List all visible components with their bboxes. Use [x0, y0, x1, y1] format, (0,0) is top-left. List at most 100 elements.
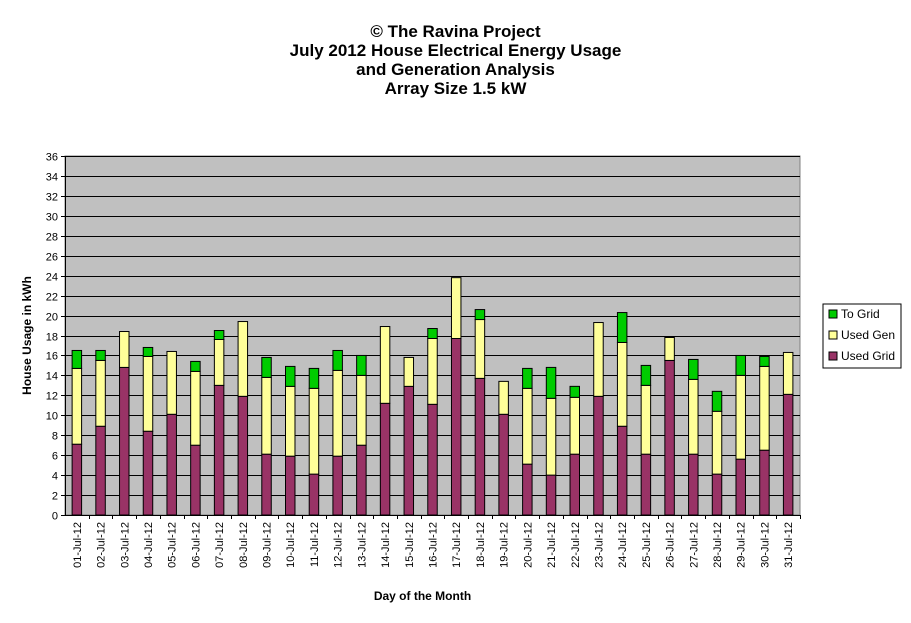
bar-to-grid [285, 365, 296, 387]
axes-group: 02468101214161820222426283032343601-Jul-… [46, 152, 801, 568]
bar-to-grid [261, 356, 272, 378]
bar-to-grid [308, 367, 320, 389]
x-tick-label: 01-Jul-12 [72, 522, 84, 568]
x-tick-label: 02-Jul-12 [96, 522, 108, 568]
chart-title: © The Ravina Project July 2012 House Ele… [0, 22, 911, 98]
title-line-1: © The Ravina Project [370, 22, 541, 41]
bar-used-grid [285, 455, 296, 516]
y-tick-label: 10 [46, 411, 58, 423]
x-tick-label: 31-Jul-12 [783, 522, 795, 568]
bar-used-gen [356, 374, 367, 446]
y-tick-label: 34 [46, 172, 58, 184]
bar-used-grid [474, 377, 486, 516]
bar-used-gen [759, 365, 770, 451]
y-tick-label: 14 [46, 371, 58, 383]
bar-used-gen [119, 331, 130, 368]
x-tick-label: 27-Jul-12 [688, 522, 700, 568]
x-axis-title: Day of the Month [374, 589, 471, 603]
y-tick-label: 28 [46, 232, 58, 244]
bar-used-grid [498, 413, 509, 516]
y-tick-label: 26 [46, 252, 58, 264]
bar-used-gen [450, 277, 462, 339]
y-tick-label: 20 [46, 312, 58, 324]
x-tick-label: 16-Jul-12 [428, 522, 440, 568]
bar-to-grid [190, 360, 201, 372]
bar-used-grid [569, 453, 580, 516]
x-tick-label: 20-Jul-12 [522, 522, 534, 568]
bar-used-grid [640, 453, 652, 516]
y-axis-title: House Usage in kWh [20, 276, 34, 395]
legend-label-used-gen: Used Gen [841, 328, 895, 342]
y-tick-label: 36 [46, 152, 58, 164]
legend-swatch-to-grid [828, 309, 838, 319]
x-tick-label: 23-Jul-12 [593, 522, 605, 568]
bar-used-grid [664, 359, 675, 516]
bar-used-gen [593, 322, 604, 397]
bar-used-grid [427, 403, 438, 516]
bar-used-grid [616, 425, 628, 516]
legend-label-to-grid: To Grid [841, 307, 880, 321]
legend: To Grid Used Gen Used Grid [822, 303, 902, 369]
bar-to-grid [711, 390, 723, 412]
bar-used-grid [71, 443, 83, 516]
bar-to-grid [474, 309, 486, 321]
bar-used-gen [688, 378, 699, 455]
bar-used-gen [308, 387, 320, 475]
bar-used-gen [640, 384, 652, 455]
bar-used-gen [735, 374, 746, 460]
y-tick-label: 2 [52, 491, 58, 503]
bar-to-grid [522, 367, 533, 389]
bar-used-gen [616, 341, 628, 427]
bars-group [71, 277, 794, 516]
bar-to-grid [427, 328, 438, 339]
bar-used-grid [261, 453, 272, 516]
y-tick-label: 30 [46, 212, 58, 224]
x-tick-label: 25-Jul-12 [641, 522, 653, 568]
bar-used-grid [213, 384, 225, 516]
y-tick-label: 24 [46, 272, 58, 284]
bar-used-grid [403, 385, 415, 516]
bar-used-gen [569, 396, 580, 455]
bar-used-gen [332, 369, 343, 457]
x-tick-label: 07-Jul-12 [214, 522, 226, 568]
x-tick-label: 09-Jul-12 [262, 522, 274, 568]
x-tick-label: 04-Jul-12 [143, 522, 155, 568]
y-tick-label: 22 [46, 292, 58, 304]
bar-to-grid [735, 354, 746, 376]
bar-used-grid [356, 444, 367, 516]
bar-used-gen [166, 350, 177, 415]
x-tick-label: 19-Jul-12 [499, 522, 511, 568]
y-tick-label: 8 [52, 431, 58, 443]
bar-used-grid [522, 463, 533, 516]
y-tick-label: 12 [46, 391, 58, 403]
x-tick-label: 17-Jul-12 [451, 522, 463, 568]
bar-to-grid [142, 346, 154, 357]
bar-used-gen [71, 367, 83, 445]
bar-used-grid [711, 473, 723, 516]
bar-used-grid [379, 402, 391, 516]
bar-used-grid [688, 453, 699, 516]
bar-used-grid [450, 337, 462, 516]
y-tick-label: 6 [52, 451, 58, 463]
x-tick-label: 29-Jul-12 [736, 522, 748, 568]
bar-used-grid [308, 473, 320, 516]
x-tick-label: 03-Jul-12 [119, 522, 131, 568]
x-tick-label: 18-Jul-12 [475, 522, 487, 568]
bar-used-gen [498, 380, 509, 415]
x-tick-label: 24-Jul-12 [617, 522, 629, 568]
bar-used-grid [735, 458, 746, 516]
bar-used-grid [759, 449, 770, 516]
legend-label-used-grid: Used Grid [841, 349, 895, 363]
bar-used-grid [119, 366, 130, 516]
y-tick-label: 16 [46, 351, 58, 363]
legend-swatch-used-gen [828, 330, 838, 340]
bar-used-grid [190, 444, 201, 516]
x-tick-label: 26-Jul-12 [665, 522, 677, 568]
bar-used-gen [474, 319, 486, 379]
x-tick-label: 14-Jul-12 [380, 522, 392, 568]
bar-used-grid [95, 425, 106, 516]
bar-used-gen [403, 356, 415, 387]
bar-used-gen [95, 359, 106, 427]
x-tick-label: 21-Jul-12 [546, 522, 558, 568]
bar-to-grid [95, 349, 106, 361]
